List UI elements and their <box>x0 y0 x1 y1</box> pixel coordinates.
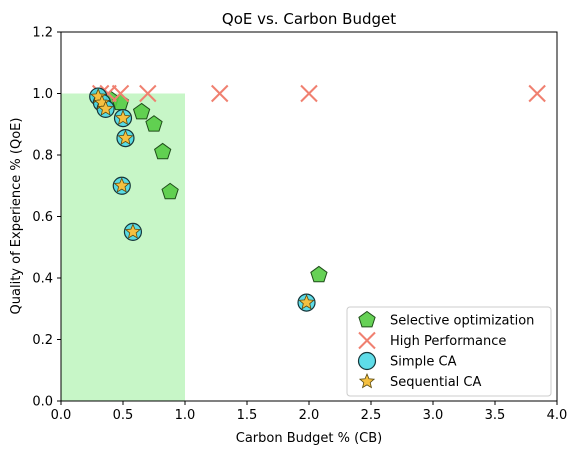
series-star <box>90 88 315 310</box>
legend-marker-pentagon <box>358 310 376 328</box>
data-point-x-2 <box>111 84 130 103</box>
data-point-star-5 <box>113 177 130 193</box>
legend-label: Sequential CA <box>390 375 481 390</box>
legend-marker-x <box>358 331 376 350</box>
y-tick-label: 1.0 <box>32 87 53 102</box>
data-point-star-7 <box>298 294 315 310</box>
legend: Selective optimization High Performance Si… <box>346 306 552 397</box>
legend-box <box>346 306 552 397</box>
x-tick-label: 1.0 <box>175 408 196 423</box>
data-point-pentagon-6 <box>161 182 179 200</box>
data-point-x-6 <box>528 84 546 103</box>
data-point-star-2 <box>97 100 114 116</box>
legend-label: Selective optimization <box>390 314 534 329</box>
data-point-star-3 <box>114 109 132 126</box>
legend-marker-circle <box>357 351 377 371</box>
x-tick-label: 2.5 <box>361 408 382 423</box>
y-tick-label: 1.2 <box>32 26 53 41</box>
x-tick-label: 0.5 <box>113 408 134 423</box>
y-tick-label: 0.6 <box>32 210 53 225</box>
data-point-x-3 <box>139 84 157 103</box>
y-tick-label: 0.8 <box>32 149 53 164</box>
legend-label: High Performance <box>390 334 506 349</box>
legend-marker-star <box>358 372 376 389</box>
x-tick-label: 1.5 <box>237 408 258 423</box>
data-point-star-4 <box>117 129 134 146</box>
x-tick-label: 0.0 <box>51 408 72 423</box>
data-point-pentagon-4 <box>145 115 163 132</box>
data-point-x-5 <box>300 84 318 103</box>
y-tick-label: 0.2 <box>32 333 53 348</box>
legend-label: Simple CA <box>390 355 457 370</box>
x-tick-label: 2.0 <box>299 408 320 423</box>
y-tick-label: 0.0 <box>32 395 53 410</box>
x-tick-label: 4.0 <box>547 408 568 423</box>
data-point-star-6 <box>124 223 142 239</box>
data-point-pentagon-3 <box>132 102 151 120</box>
x-tick-label: 3.5 <box>485 408 506 423</box>
y-axis-label: Quality of Experience % (QoE) <box>9 118 24 315</box>
chart-title: QoE vs. Carbon Budget <box>222 10 396 28</box>
data-point-x-4 <box>211 84 229 103</box>
data-point-pentagon-5 <box>154 142 172 160</box>
data-point-pentagon-7 <box>310 265 328 283</box>
x-tick-label: 3.0 <box>423 408 444 423</box>
x-axis-label: Carbon Budget % (CB) <box>236 431 382 446</box>
y-tick-label: 0.4 <box>32 272 53 287</box>
